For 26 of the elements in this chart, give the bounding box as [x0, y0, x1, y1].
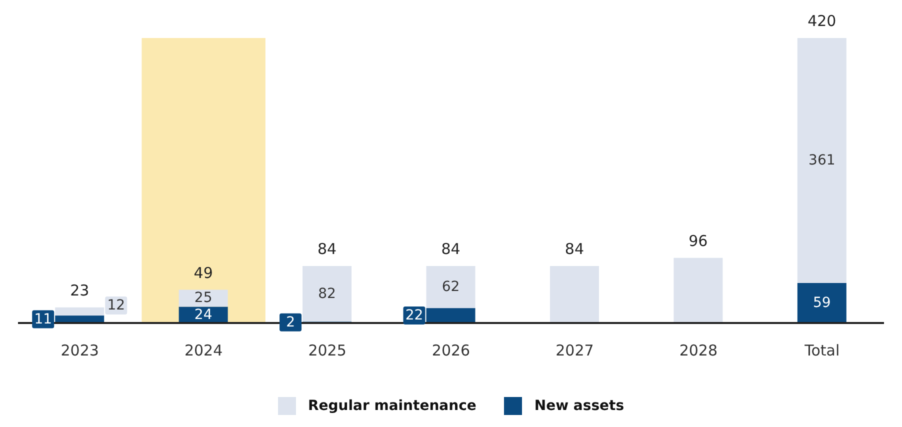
- data-label: 62: [442, 279, 460, 296]
- total-label: 49: [194, 264, 213, 282]
- total-label: 96: [688, 232, 708, 250]
- total-label: 84: [317, 240, 337, 258]
- data-label: 11: [34, 311, 52, 328]
- legend-label: Regular maintenance: [306, 397, 476, 415]
- data-label: 2: [286, 314, 296, 330]
- x-tick-label: 2025: [308, 342, 346, 360]
- x-tick-label: 2023: [60, 342, 99, 360]
- total-label: 84: [441, 240, 460, 258]
- x-tick-label: 2024: [184, 342, 223, 360]
- legend-label: New assets: [533, 397, 624, 415]
- data-label: 82: [318, 286, 336, 302]
- total-label: 23: [70, 281, 90, 300]
- total-label: 420: [808, 12, 836, 30]
- total-label: 84: [564, 240, 584, 258]
- data-label: 12: [107, 297, 126, 314]
- data-label: 361: [808, 152, 836, 168]
- x-tick-label: 2026: [432, 342, 470, 360]
- data-label: 25: [194, 290, 212, 306]
- data-label: 22: [405, 308, 424, 324]
- data-label: 24: [194, 306, 212, 323]
- x-tick-label: Total: [804, 342, 840, 360]
- data-label: 59: [812, 294, 831, 311]
- x-tick-label: 2027: [556, 342, 594, 360]
- x-tick-label: 2028: [679, 342, 718, 360]
